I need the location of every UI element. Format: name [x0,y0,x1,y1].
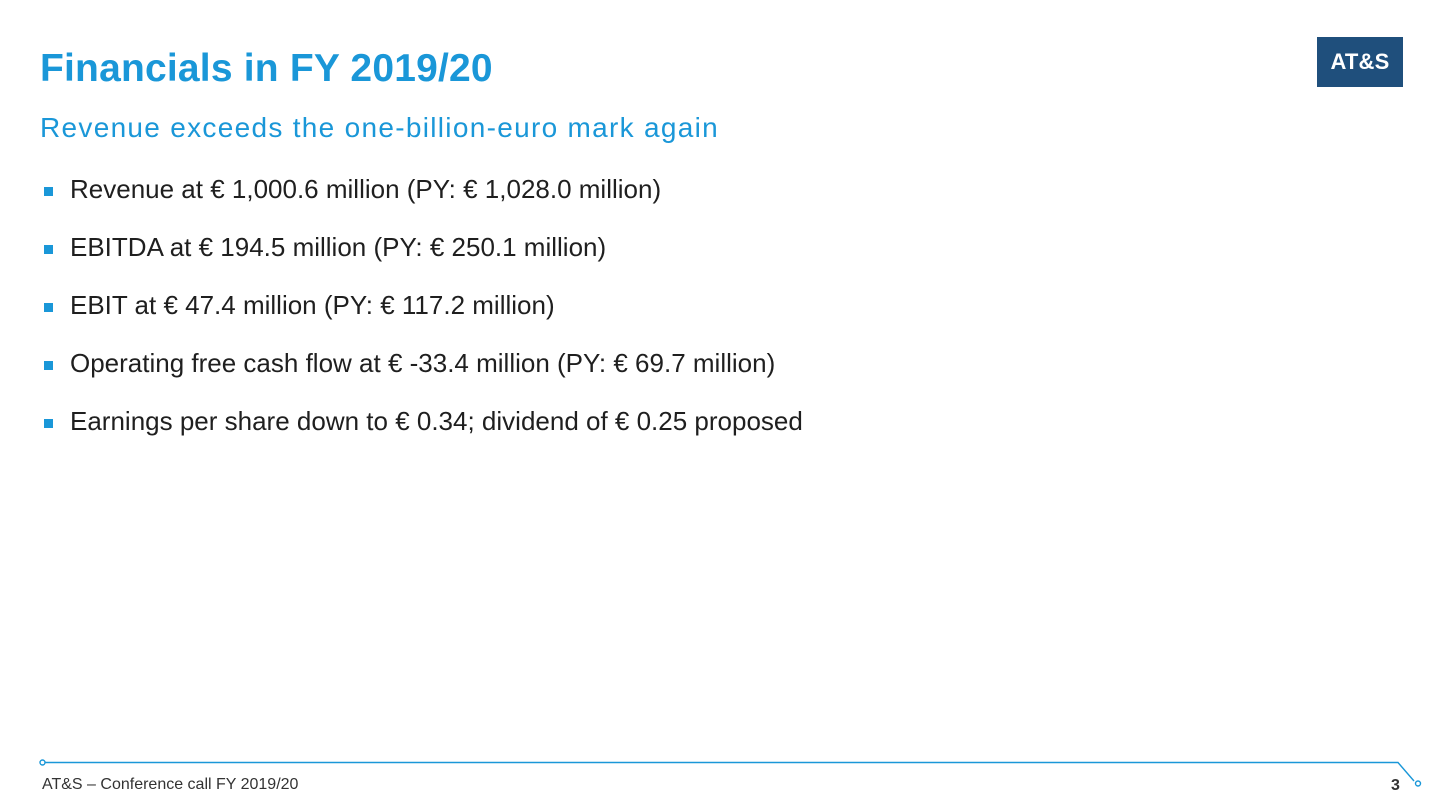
circuit-node-left-icon [39,759,46,766]
bullet-text: Revenue at € 1,000.6 million (PY: € 1,02… [70,174,662,204]
bullet-list: Revenue at € 1,000.6 million (PY: € 1,02… [44,174,803,466]
bullet-text: EBIT at € 47.4 million (PY: € 117.2 mill… [70,290,555,320]
bullet-text: Earnings per share down to € 0.34; divid… [70,406,803,436]
square-bullet-icon [44,303,53,312]
page-number: 3 [1391,777,1400,794]
square-bullet-icon [44,245,53,254]
bullet-text: Operating free cash flow at € -33.4 mill… [70,348,776,378]
square-bullet-icon [44,361,53,370]
footer-text: AT&S – Conference call FY 2019/20 [42,776,299,793]
square-bullet-icon [44,187,53,196]
bullet-item-ebitda: EBITDA at € 194.5 million (PY: € 250.1 m… [44,232,803,292]
logo-text: AT&S [1330,49,1390,74]
footer-circuit-line [39,759,1422,787]
slide-subtitle: Revenue exceeds the one-billion-euro mar… [40,112,720,143]
slide-title: Financials in FY 2019/20 [40,47,493,90]
circuit-trace [45,761,1415,782]
bullet-item-free-cash-flow: Operating free cash flow at € -33.4 mill… [44,348,803,408]
bullet-text: EBITDA at € 194.5 million (PY: € 250.1 m… [70,232,607,262]
square-bullet-icon [44,419,53,428]
circuit-node-right-icon [1414,780,1422,787]
bullet-item-ebit: EBIT at € 47.4 million (PY: € 117.2 mill… [44,290,803,350]
bullet-item-earnings-per-share: Earnings per share down to € 0.34; divid… [44,406,803,466]
bullet-item-revenue: Revenue at € 1,000.6 million (PY: € 1,02… [44,174,803,234]
ats-logo: AT&S [1317,37,1403,87]
